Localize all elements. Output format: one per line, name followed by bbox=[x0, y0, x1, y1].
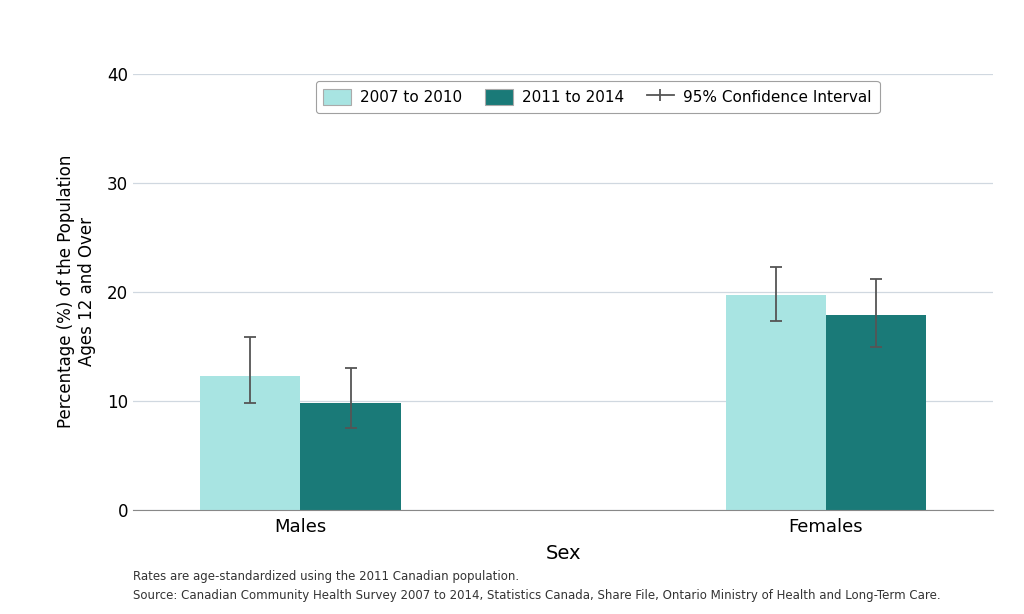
Text: Source: Canadian Community Health Survey 2007 to 2014, Statistics Canada, Share : Source: Canadian Community Health Survey… bbox=[133, 589, 941, 602]
X-axis label: Sex: Sex bbox=[546, 544, 581, 563]
Text: Rates are age-standardized using the 2011 Canadian population.: Rates are age-standardized using the 201… bbox=[133, 570, 519, 583]
Y-axis label: Percentage (%) of the Population
Ages 12 and Over: Percentage (%) of the Population Ages 12… bbox=[57, 155, 96, 429]
Bar bbox=[200, 376, 300, 510]
Bar bbox=[300, 403, 400, 510]
Legend: 2007 to 2010, 2011 to 2014, 95% Confidence Interval: 2007 to 2010, 2011 to 2014, 95% Confiden… bbox=[315, 81, 880, 112]
Bar bbox=[726, 295, 826, 510]
Bar bbox=[826, 314, 927, 510]
